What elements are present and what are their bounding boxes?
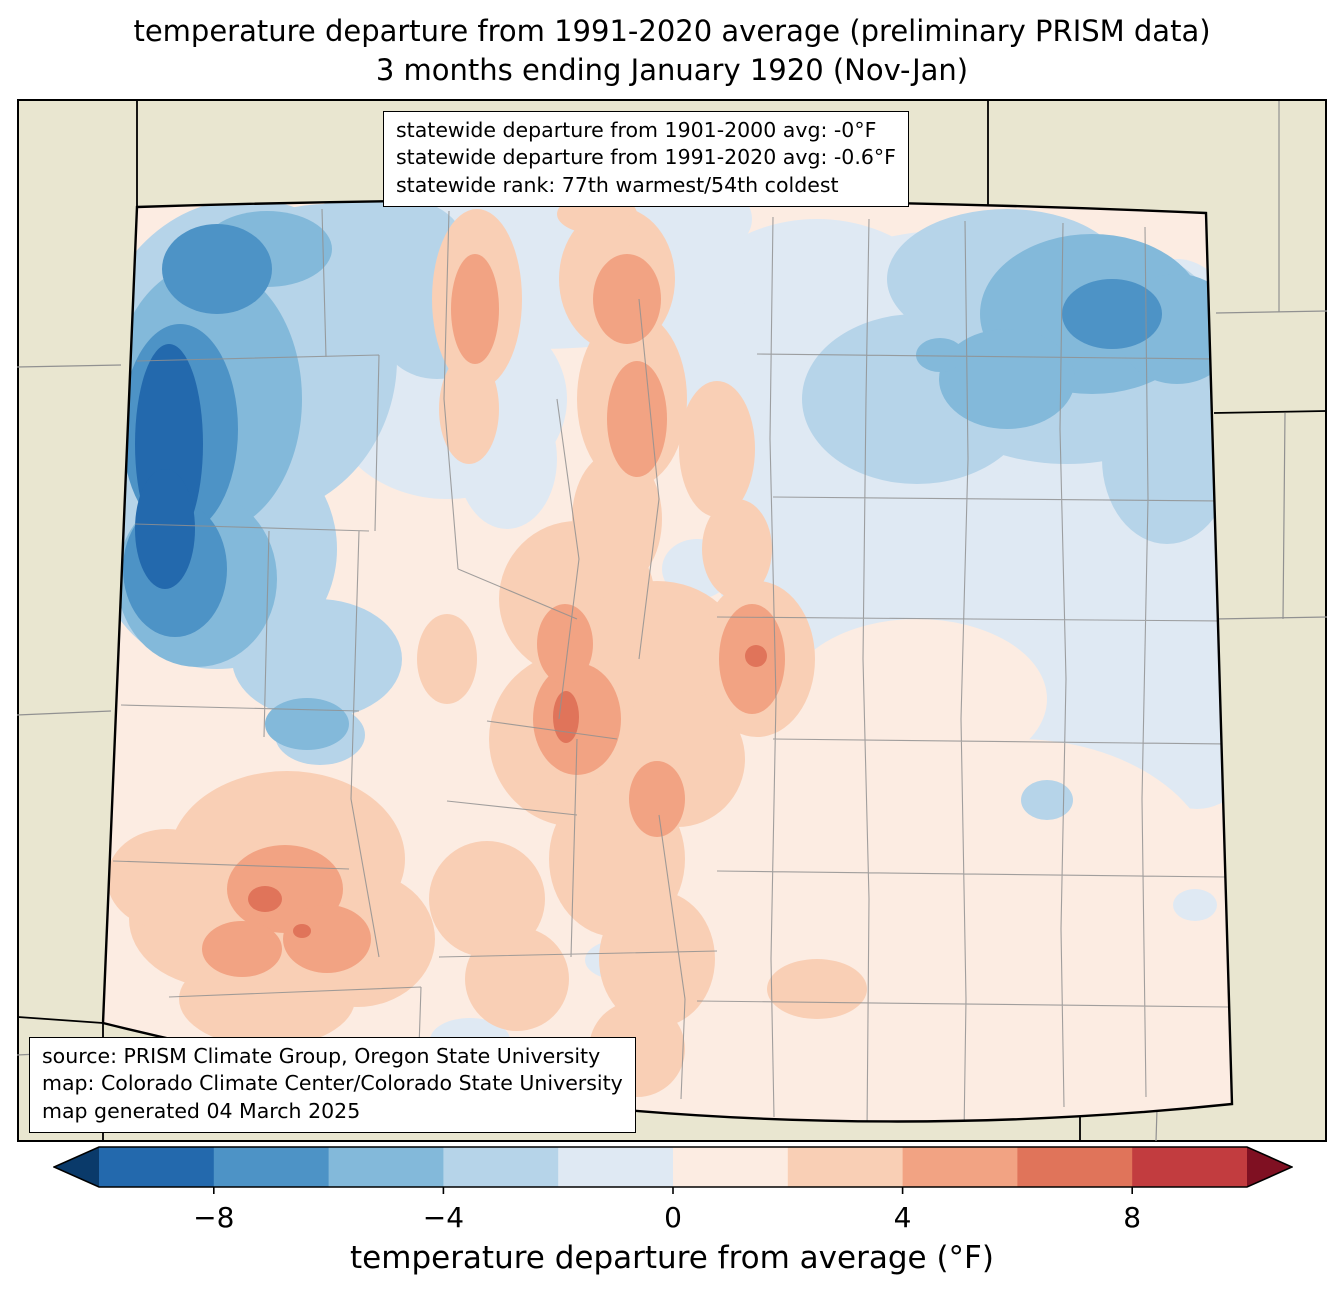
colorbar-cells xyxy=(53,1146,1293,1188)
svg-text:−4: −4 xyxy=(423,1201,464,1234)
svg-text:4: 4 xyxy=(894,1201,912,1234)
colorbar-label: temperature departure from average (°F) xyxy=(350,1240,994,1276)
title-line-2: 3 months ending January 1920 (Nov-Jan) xyxy=(375,53,969,88)
stats-line-3: statewide rank: 77th warmest/54th coldes… xyxy=(396,172,839,197)
map-frame: statewide departure from 1901-2000 avg: … xyxy=(17,99,1327,1142)
anomaly-field xyxy=(103,199,1232,1122)
statewide-stats-box: statewide departure from 1901-2000 avg: … xyxy=(383,111,909,208)
neighbor-state-borders xyxy=(17,101,1327,1141)
faint-warm-pockets xyxy=(667,619,1232,1122)
colorbar: −8 −4 0 4 8 xyxy=(53,1143,1293,1239)
stats-line-1: statewide departure from 1901-2000 avg: … xyxy=(396,118,877,142)
light-warm-regions xyxy=(107,199,867,1097)
stats-line-2: statewide departure from 1991-2020 avg: … xyxy=(396,145,896,170)
chart-title: temperature departure from 1991-2020 ave… xyxy=(0,12,1344,90)
colorado-anomaly-map xyxy=(17,99,1327,1142)
county-lines xyxy=(112,208,1230,1122)
svg-text:8: 8 xyxy=(1123,1201,1141,1234)
colorbar-svg: −8 −4 0 4 8 xyxy=(53,1146,1293,1234)
coldest-core xyxy=(135,344,203,589)
svg-text:0: 0 xyxy=(664,1201,682,1234)
strong-warm-spots xyxy=(248,645,767,938)
colorbar-ticks: −8 −4 0 4 8 xyxy=(193,1187,1141,1234)
title-line-1: temperature departure from 1991-2020 ave… xyxy=(133,14,1211,48)
medium-warm-regions xyxy=(202,254,785,977)
source-line-1: source: PRISM Climate Group, Oregon Stat… xyxy=(42,1044,601,1068)
source-line-3: map generated 04 March 2025 xyxy=(42,1098,361,1123)
source-line-2: map: Colorado Climate Center/Colorado St… xyxy=(42,1071,623,1096)
svg-text:−8: −8 xyxy=(193,1201,234,1234)
source-attribution-box: source: PRISM Climate Group, Oregon Stat… xyxy=(29,1037,636,1134)
